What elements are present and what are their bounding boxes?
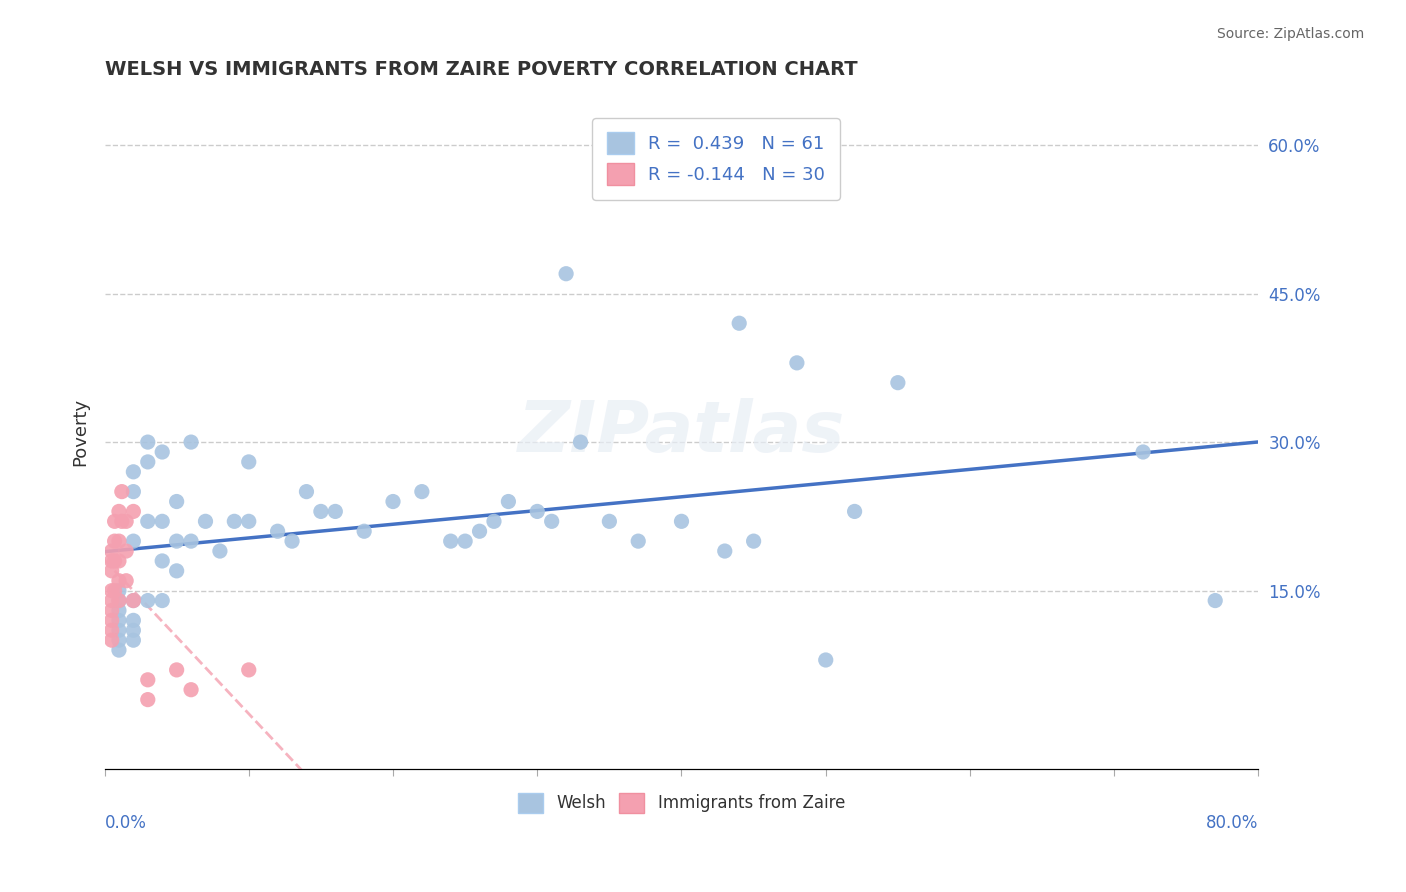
Point: [108, 554, 131, 568]
Point: [122, 593, 145, 607]
Point: [238, 663, 260, 677]
Point: [180, 534, 202, 549]
Text: WELSH VS IMMIGRANTS FROM ZAIRE POVERTY CORRELATION CHART: WELSH VS IMMIGRANTS FROM ZAIRE POVERTY C…: [104, 60, 858, 78]
Point: [108, 593, 131, 607]
Point: [104, 534, 127, 549]
Point: [108, 504, 131, 518]
Point: [136, 455, 159, 469]
Point: [122, 465, 145, 479]
Point: [100, 624, 122, 638]
Point: [150, 514, 173, 528]
Text: 0.0%: 0.0%: [104, 814, 146, 831]
Point: [100, 603, 122, 617]
Point: [526, 504, 548, 518]
Point: [166, 564, 188, 578]
Point: [468, 524, 491, 539]
Point: [108, 624, 131, 638]
Text: Source: ZipAtlas.com: Source: ZipAtlas.com: [1216, 27, 1364, 41]
Point: [122, 633, 145, 648]
Point: [100, 544, 122, 558]
Point: [238, 514, 260, 528]
Point: [122, 534, 145, 549]
Point: [122, 593, 145, 607]
Point: [598, 514, 620, 528]
Point: [540, 514, 562, 528]
Point: [108, 603, 131, 617]
Point: [180, 682, 202, 697]
Y-axis label: Poverty: Poverty: [72, 398, 89, 467]
Point: [111, 484, 134, 499]
Point: [100, 554, 122, 568]
Point: [108, 583, 131, 598]
Point: [440, 534, 463, 549]
Point: [122, 613, 145, 627]
Point: [728, 316, 751, 330]
Point: [100, 633, 122, 648]
Point: [150, 593, 173, 607]
Point: [713, 544, 735, 558]
Point: [115, 514, 138, 528]
Point: [136, 593, 159, 607]
Point: [108, 613, 131, 627]
Point: [1132, 445, 1154, 459]
Point: [814, 653, 837, 667]
Point: [111, 514, 134, 528]
Point: [100, 613, 122, 627]
Point: [166, 494, 188, 508]
Point: [323, 504, 346, 518]
Point: [122, 624, 145, 638]
Point: [555, 267, 578, 281]
Point: [742, 534, 765, 549]
Point: [122, 504, 145, 518]
Point: [238, 455, 260, 469]
Point: [108, 534, 131, 549]
Point: [295, 484, 318, 499]
Point: [309, 504, 332, 518]
Point: [100, 564, 122, 578]
Point: [382, 494, 405, 508]
Point: [150, 554, 173, 568]
Point: [353, 524, 375, 539]
Point: [482, 514, 505, 528]
Point: [136, 514, 159, 528]
Point: [150, 445, 173, 459]
Point: [266, 524, 288, 539]
Point: [136, 435, 159, 450]
Point: [844, 504, 866, 518]
Point: [208, 544, 231, 558]
Point: [122, 484, 145, 499]
Point: [166, 663, 188, 677]
Point: [671, 514, 693, 528]
Point: [100, 593, 122, 607]
Point: [166, 534, 188, 549]
Point: [786, 356, 808, 370]
Point: [224, 514, 246, 528]
Point: [454, 534, 477, 549]
Point: [194, 514, 217, 528]
Point: [627, 534, 650, 549]
Point: [115, 544, 138, 558]
Point: [180, 435, 202, 450]
Point: [115, 574, 138, 588]
Point: [887, 376, 910, 390]
Point: [1204, 593, 1226, 607]
Point: [104, 554, 127, 568]
Point: [100, 583, 122, 598]
Point: [108, 633, 131, 648]
Point: [411, 484, 433, 499]
Point: [569, 435, 592, 450]
Point: [281, 534, 304, 549]
Point: [108, 643, 131, 657]
Text: ZIPatlas: ZIPatlas: [517, 398, 845, 467]
Legend: Welsh, Immigrants from Zaire: Welsh, Immigrants from Zaire: [509, 784, 853, 822]
Point: [108, 574, 131, 588]
Text: 80.0%: 80.0%: [1206, 814, 1258, 831]
Point: [104, 514, 127, 528]
Point: [136, 692, 159, 706]
Point: [108, 593, 131, 607]
Point: [104, 583, 127, 598]
Point: [136, 673, 159, 687]
Point: [498, 494, 520, 508]
